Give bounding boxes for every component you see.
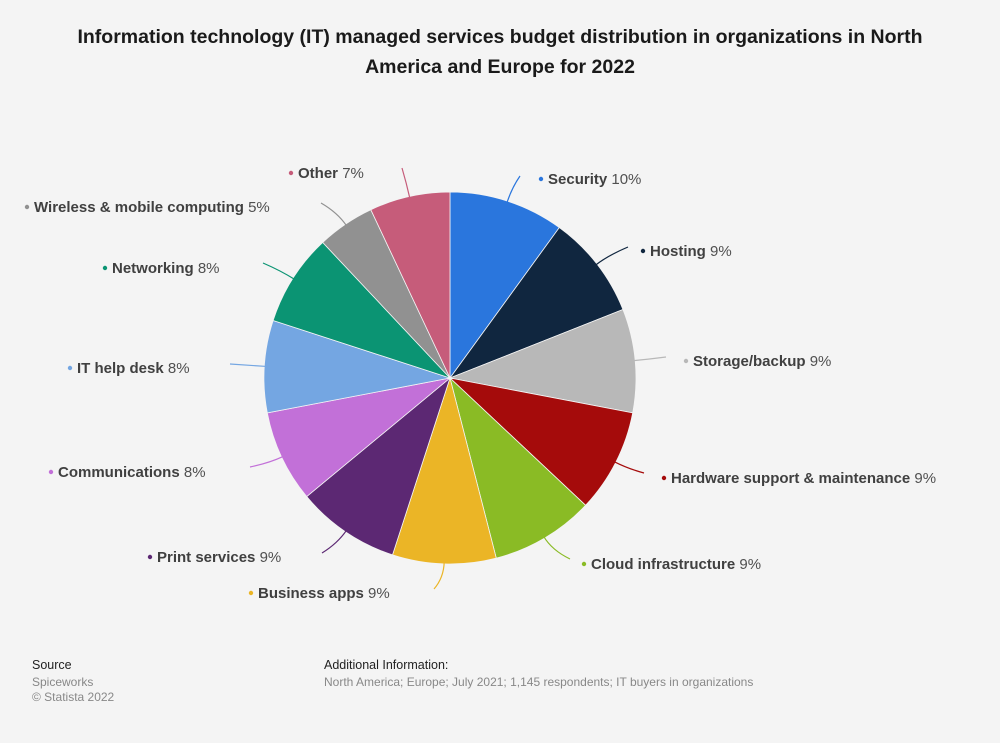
chart-title: Information technology (IT) managed serv… [77, 26, 923, 78]
label-marker [661, 475, 667, 481]
label-connector [229, 363, 267, 368]
label-connector [321, 529, 348, 554]
label-marker [288, 170, 294, 176]
label-connector [433, 561, 445, 590]
copyright: © Statista 2022 [32, 690, 115, 704]
data-label: IT help desk 8% [77, 360, 190, 377]
data-label-name: Print services [157, 549, 260, 566]
data-label-value: 9% [710, 243, 732, 260]
label-connector [543, 536, 571, 560]
data-label-value: 9% [914, 470, 936, 487]
data-label: Print services 9% [157, 549, 281, 566]
data-label: Hardware support & maintenance 9% [671, 470, 936, 487]
data-label-name: Hosting [650, 243, 710, 260]
data-label: Networking 8% [112, 260, 220, 277]
data-label: Hosting 9% [650, 243, 732, 260]
source-name: Spiceworks [32, 675, 94, 689]
label-connector [320, 202, 348, 227]
label-connector [613, 460, 645, 474]
label-marker [640, 248, 646, 254]
label-connector [595, 246, 629, 266]
label-marker [581, 561, 587, 567]
label-marker [147, 554, 153, 560]
label-marker [248, 590, 254, 596]
data-label-name: Storage/backup [693, 353, 810, 370]
data-label-value: 9% [739, 556, 761, 573]
label-marker [48, 469, 54, 475]
additional-info: North America; Europe; July 2021; 1,145 … [324, 675, 754, 689]
data-label-value: 7% [342, 165, 364, 182]
label-connector [249, 455, 284, 468]
data-label-value: 9% [368, 585, 390, 602]
label-marker [538, 176, 544, 182]
source-heading: Source [32, 658, 72, 672]
data-label: Security 10% [548, 171, 641, 188]
data-label: Wireless & mobile computing 5% [34, 199, 270, 216]
label-marker [683, 358, 689, 364]
data-label-value: 9% [260, 549, 282, 566]
data-label: Cloud infrastructure 9% [591, 556, 761, 573]
data-label-name: Security [548, 171, 611, 188]
data-label-name: Hardware support & maintenance [671, 470, 914, 487]
data-label: Business apps 9% [258, 585, 390, 602]
additional-info-heading: Additional Information: [324, 658, 449, 672]
data-label-name: IT help desk [77, 360, 168, 377]
label-connector [401, 167, 411, 199]
data-label-name: Other [298, 165, 342, 182]
label-connector [506, 175, 521, 204]
label-marker [102, 265, 108, 271]
label-marker [67, 365, 73, 371]
label-connector [633, 356, 667, 362]
data-label-value: 10% [611, 171, 641, 188]
data-label-value: 9% [810, 353, 832, 370]
data-label-name: Business apps [258, 585, 368, 602]
data-label: Communications 8% [58, 464, 206, 481]
data-label-name: Cloud infrastructure [591, 556, 739, 573]
data-label-name: Communications [58, 464, 184, 481]
data-label: Storage/backup 9% [693, 353, 831, 370]
data-label-value: 8% [198, 260, 220, 277]
data-label-value: 5% [248, 199, 270, 216]
data-label-name: Wireless & mobile computing [34, 199, 248, 216]
data-label-value: 8% [184, 464, 206, 481]
label-connector [262, 262, 295, 280]
data-label: Other 7% [298, 165, 364, 182]
data-label-value: 8% [168, 360, 190, 377]
label-marker [24, 204, 30, 210]
data-label-name: Networking [112, 260, 198, 277]
